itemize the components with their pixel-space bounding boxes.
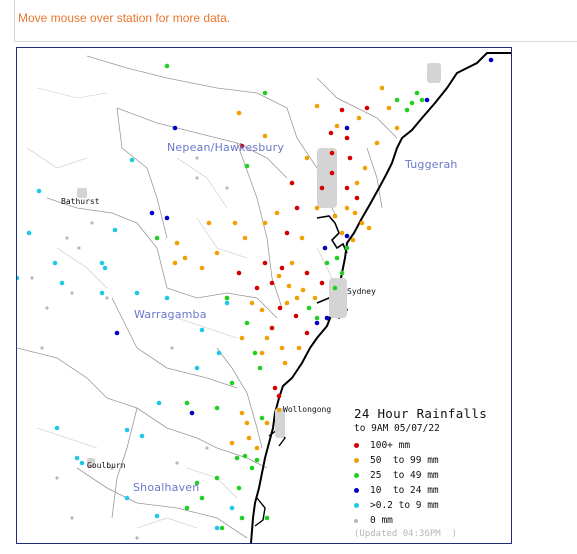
stations-10-to-24 xyxy=(114,57,494,416)
red-dot-icon xyxy=(354,443,359,448)
stations-0-mm xyxy=(30,156,229,540)
jervis-bay xyxy=(254,497,266,527)
legend: 24 Hour Rainfalls to 9AM 05/07/22 100+ m… xyxy=(354,406,504,539)
legend-label: 100+ mm xyxy=(370,440,411,451)
cyan-dot-icon xyxy=(354,503,359,508)
region-tuggerah: Tuggerah xyxy=(405,158,458,171)
legend-title: 24 Hour Rainfalls xyxy=(354,406,488,421)
town-goulburn: Goulburn xyxy=(87,461,126,470)
blue-dot-icon xyxy=(354,488,359,493)
stations-50-to-99 xyxy=(172,85,400,451)
green-dot-icon xyxy=(354,473,359,478)
map-canvas xyxy=(17,52,511,543)
legend-subtitle: to 9AM 05/07/22 xyxy=(354,423,440,434)
legend-label: >0.2 to 9 mm xyxy=(370,500,439,511)
stations-25-to-49 xyxy=(154,63,425,531)
rainfall-map[interactable]: Nepean/Hawkesbury Tuggerah Warragamba Sh… xyxy=(16,47,512,544)
legend-label: 25 to 49 mm xyxy=(370,470,439,481)
legend-label: 50 to 99 mm xyxy=(370,455,439,466)
station-markers xyxy=(17,57,494,540)
legend-item-25-to-49: 25 to 49 mm xyxy=(354,468,504,483)
legend-item-10-to-24: 10 to 24 mm xyxy=(354,483,504,498)
town-wollongong: Wollongong xyxy=(283,405,332,414)
grey-dot-icon xyxy=(354,519,358,523)
legend-item-100-plus: 100+ mm xyxy=(354,438,504,453)
region-nepean-hawkesbury: Nepean/Hawkesbury xyxy=(167,141,285,154)
region-warragamba: Warragamba xyxy=(134,308,207,321)
stations-0-2-to-9 xyxy=(17,157,235,531)
legend-item-0-mm: 0 mm xyxy=(354,513,504,528)
town-bathurst: Bathurst xyxy=(61,197,100,206)
stations-100-plus xyxy=(236,105,370,399)
legend-label: 10 to 24 mm xyxy=(370,485,439,496)
legend-item-50-to-99: 50 to 99 mm xyxy=(354,453,504,468)
region-shoalhaven: Shoalhaven xyxy=(133,481,200,494)
estuary xyxy=(316,215,348,254)
urban-areas xyxy=(77,63,441,468)
updated-time: (Updated 04:36PM ) xyxy=(354,529,457,539)
legend-item-0-2-to-9: >0.2 to 9 mm xyxy=(354,498,504,513)
hover-hint: Move mouse over station for more data. xyxy=(18,11,231,25)
info-panel xyxy=(14,0,577,42)
town-sydney: Sydney xyxy=(347,287,376,296)
legend-label: 0 mm xyxy=(370,515,393,526)
orange-dot-icon xyxy=(354,458,359,463)
